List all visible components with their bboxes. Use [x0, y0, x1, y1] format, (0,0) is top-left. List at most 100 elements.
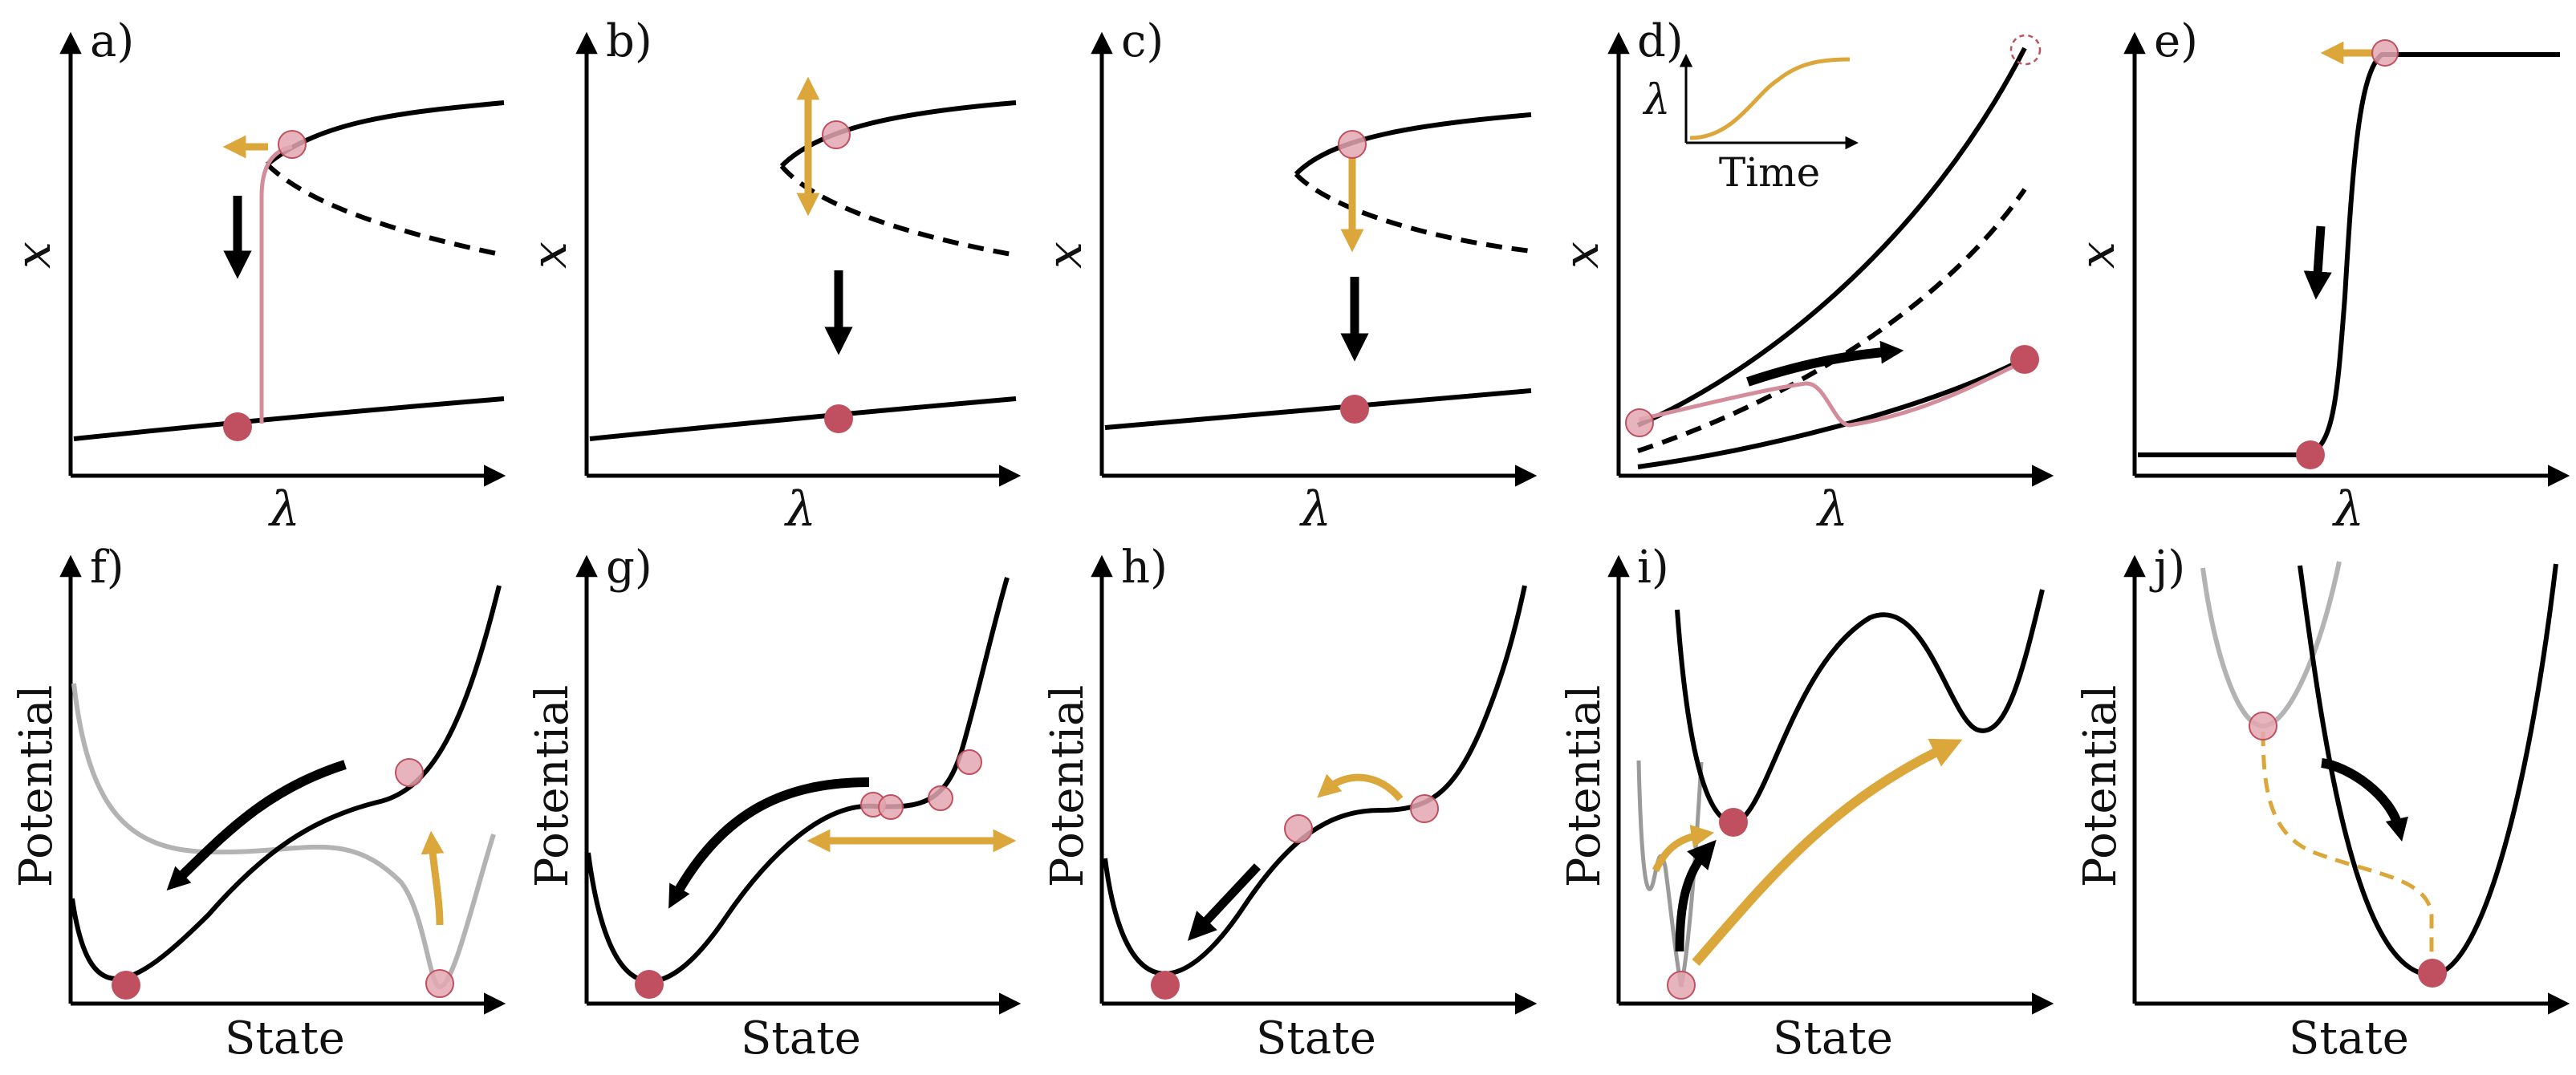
panel-g: g) State Potential [526, 542, 1022, 1065]
axes [1091, 554, 1538, 1015]
escape-arrow [1317, 773, 1404, 801]
potential-curve [1103, 585, 1527, 976]
unstable-branch [1294, 172, 1532, 254]
transition-arrow [1675, 839, 1717, 952]
previous-state-dot [1338, 130, 1367, 159]
axes [575, 554, 1022, 1015]
y-axis-label: x [6, 241, 62, 269]
x-axis-label: λ [784, 481, 816, 538]
current-state-dot [112, 971, 140, 1000]
panel-i: i) State Potential [1558, 542, 2054, 1065]
current-state-dot [223, 412, 252, 441]
collapse-arrow [2303, 225, 2332, 300]
current-potential-curve [70, 585, 502, 981]
y-axis-label: x [522, 241, 578, 269]
panel-label: h) [1121, 542, 1168, 594]
panel-label: d) [1637, 15, 1684, 67]
potential-curve [1675, 589, 2045, 825]
panel-b: b) λ x [522, 15, 1022, 538]
unstable-branch [265, 162, 505, 258]
axes [1091, 31, 1538, 487]
panel-label: c) [1121, 15, 1164, 67]
panel-h: h) State Potential [1042, 542, 1538, 1065]
panel-label: j) [2149, 542, 2185, 594]
axes [59, 554, 506, 1015]
fluctuating-state-dot [878, 794, 904, 820]
narrow-potential-well [1636, 760, 1704, 988]
lower-stable-branch [1637, 356, 2026, 469]
lower-stable-branch [589, 396, 1017, 441]
upper-stable-branch [1636, 47, 2027, 428]
escape-arrow [1692, 738, 1963, 966]
previous-state-dot [278, 130, 307, 159]
steep-branch [2138, 52, 2560, 457]
panel-label: g) [606, 542, 652, 594]
x-axis-label: λ [2332, 481, 2364, 538]
transition-arrow [1187, 863, 1262, 941]
upper-stable-branch [266, 100, 505, 167]
lower-stable-branch [73, 396, 505, 441]
x-axis-label: λ [268, 481, 300, 538]
inset-x-label: Time [1719, 149, 1820, 196]
x-axis-label: State [741, 1012, 861, 1065]
forcing-curve [1689, 57, 1851, 140]
y-axis-label: Potential [1558, 685, 1611, 888]
panel-d: d) λ x Time λ [1554, 15, 2054, 538]
x-axis-label: λ [1299, 481, 1331, 538]
inset-y-label: λ [1643, 76, 1671, 124]
previous-state-dot [2249, 712, 2277, 740]
y-axis-label: x [2070, 241, 2126, 269]
lower-stable-branch [1104, 388, 1532, 430]
axes [1607, 554, 2054, 1015]
panel-e: e) λ x [2070, 15, 2570, 538]
transition-arrow [668, 777, 870, 909]
x-axis-label: λ [1816, 481, 1848, 538]
transition-trajectory [1638, 359, 2026, 428]
x-axis-label: State [2289, 1012, 2409, 1065]
previous-state-dot [1410, 794, 1439, 823]
time-inset: Time λ [1643, 54, 1859, 196]
panel-f: f) State Potential [10, 542, 506, 1065]
adaptation-path [2261, 731, 2434, 967]
rising-potential-arrow [421, 830, 445, 926]
forcing-direction-arrow [1746, 340, 1904, 387]
current-state-dot [1719, 808, 1748, 837]
panel-label: e) [2154, 15, 2198, 67]
current-state-dot [1340, 395, 1369, 424]
y-axis-label: x [1554, 241, 1610, 269]
panel-c: c) λ x [1037, 15, 1538, 538]
current-state-dot [2296, 440, 2325, 469]
missed-tipping-point-marker [2009, 34, 2042, 66]
x-axis-label: State [1773, 1012, 1893, 1065]
previous-state-dot [425, 969, 454, 998]
fluctuating-state-dot [928, 785, 953, 811]
axes [59, 31, 506, 487]
current-state-dot [2418, 959, 2447, 988]
unstable-branch [779, 164, 1017, 258]
previous-state-dot [1667, 971, 1696, 1000]
y-axis-label: Potential [2074, 685, 2127, 888]
panel-label: i) [1637, 542, 1669, 594]
transition-arrow [2320, 758, 2408, 842]
previous-state-dot [822, 120, 851, 149]
y-axis-label: x [1037, 241, 1093, 269]
fluctuating-state-dot [957, 749, 982, 775]
transition-trajectory [259, 144, 293, 424]
axes [575, 31, 1022, 487]
panel-label: b) [606, 15, 652, 67]
transition-arrow [166, 760, 347, 891]
previous-state-dot [1284, 814, 1313, 843]
axes [2123, 31, 2570, 487]
panel-j: j) State Potential [2074, 542, 2570, 1065]
previous-state-dot [395, 758, 424, 787]
y-axis-label: Potential [526, 685, 579, 888]
upper-stable-branch [1294, 112, 1532, 176]
current-state-dot [824, 404, 853, 433]
axes [2123, 554, 2570, 1015]
current-state-dot [1151, 971, 1180, 1000]
panel-label: a) [90, 15, 134, 67]
previous-potential-curve [71, 683, 496, 990]
current-state-dot [2010, 345, 2039, 374]
y-axis-label: Potential [10, 685, 63, 888]
